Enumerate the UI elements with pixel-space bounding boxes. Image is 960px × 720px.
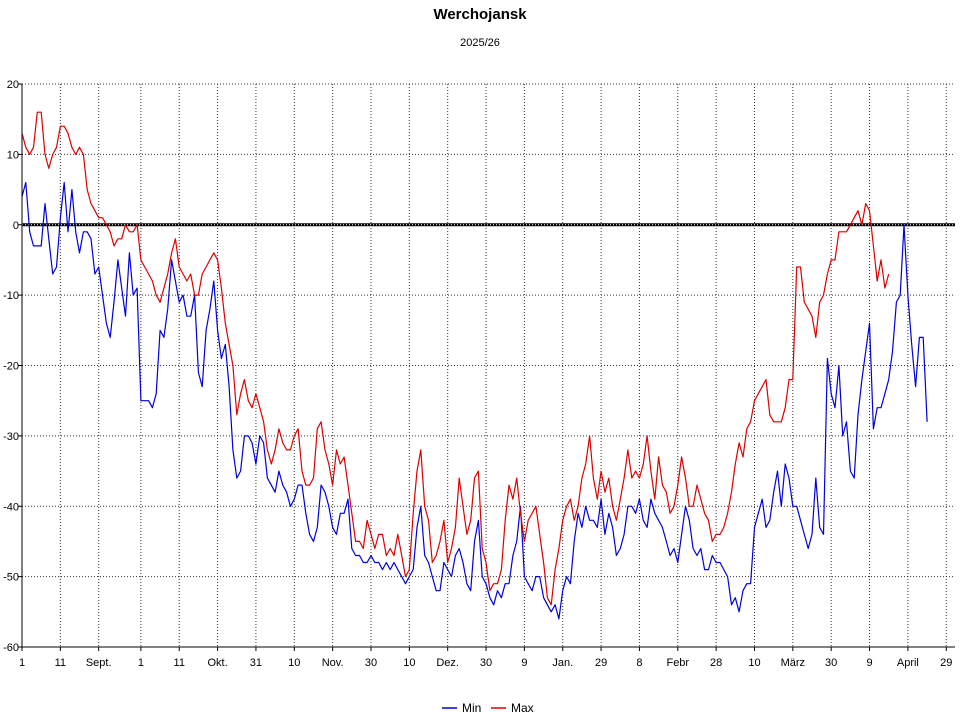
x-tick-label: 30 <box>480 657 492 669</box>
x-tick-label: Dez. <box>436 657 459 669</box>
x-tick-label: 10 <box>288 657 300 669</box>
x-tick-label: 29 <box>940 657 952 669</box>
x-tick-label: 28 <box>710 657 722 669</box>
y-tick-label: -30 <box>3 431 19 443</box>
x-tick-label: April <box>897 657 919 669</box>
x-tick-label: 9 <box>521 657 527 669</box>
y-tick-label: 10 <box>7 149 19 161</box>
legend-label-min: Min <box>462 701 481 715</box>
series-line-min <box>21 181 928 620</box>
x-tick-label: 30 <box>825 657 837 669</box>
x-tick-label: 9 <box>866 657 872 669</box>
series-layer <box>21 111 928 620</box>
y-tick-label: -20 <box>3 361 19 373</box>
legend-label-max: Max <box>511 701 534 715</box>
x-tick-label: 11 <box>174 657 185 669</box>
x-tick-label: 8 <box>636 657 642 669</box>
x-tick-label: 30 <box>365 657 377 669</box>
x-tick-label: 1 <box>19 657 25 669</box>
x-tick-label: 1 <box>138 657 144 669</box>
y-tick-label: 20 <box>7 79 19 91</box>
grid <box>22 83 955 648</box>
y-tick-label: -60 <box>3 642 19 654</box>
x-tick-label: 10 <box>403 657 415 669</box>
y-tick-label: 0 <box>13 220 19 232</box>
x-tick-label: März <box>781 657 805 669</box>
x-tick-label: Nov. <box>322 657 344 669</box>
chart-subtitle: 2025/26 <box>460 37 500 49</box>
y-tick-label: -40 <box>3 501 19 513</box>
x-tick-label: 29 <box>595 657 607 669</box>
chart-title: Werchojansk <box>433 6 527 23</box>
x-tick-label: Sept. <box>86 657 112 669</box>
x-tick-label: Okt. <box>207 657 227 669</box>
x-tick-label: Febr <box>666 657 689 669</box>
y-tick-label: -50 <box>3 572 19 584</box>
x-tick-label: 10 <box>748 657 760 669</box>
x-tick-label: 31 <box>250 657 262 669</box>
x-tick-label: Jan. <box>552 657 573 669</box>
y-tick-label: -10 <box>3 290 19 302</box>
legend: Min Max <box>442 701 534 715</box>
series-line-max <box>21 111 890 606</box>
x-tick-label: 11 <box>55 657 66 669</box>
